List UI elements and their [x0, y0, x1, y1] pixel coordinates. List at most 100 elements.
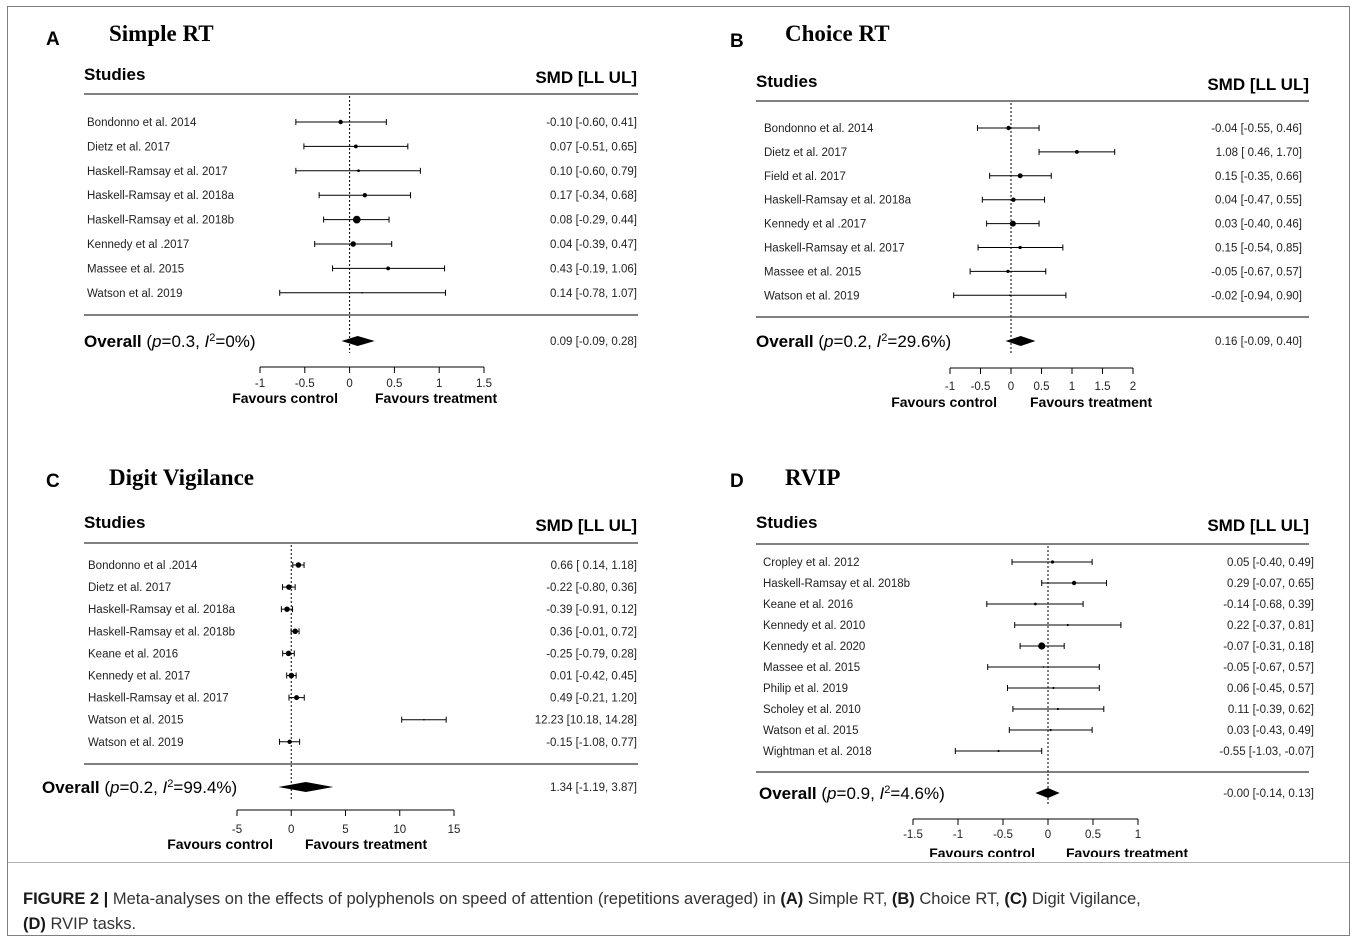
point-estimate: [362, 193, 368, 198]
point-estimate: [1011, 197, 1016, 202]
study-ci-text: 0.03 [-0.43, 0.49]: [1227, 725, 1314, 737]
study-label: Wightman et al. 2018: [763, 746, 872, 758]
x-tick-label: 10: [393, 824, 406, 836]
point-estimate: [352, 215, 361, 224]
x-tick-label: 15: [448, 824, 461, 836]
overall-ci-text: -0.00 [-0.14, 0.13]: [1223, 788, 1314, 800]
study-ci-text: 0.49 [-0.21, 1.20]: [550, 693, 637, 705]
overall-label: Overall (p=0.2, I2=99.4%): [42, 778, 237, 797]
forest-panel-d: D RVIP Studies SMD [LL UL] Cropley et al. 20…: [730, 465, 1314, 857]
caption-text-a: Simple RT,: [803, 890, 892, 908]
x-tick-label: 0: [288, 824, 294, 836]
panel-letter: B: [730, 31, 744, 52]
study-ci-text: -0.22 [-0.80, 0.36]: [546, 582, 637, 594]
overall-ci-text: 0.16 [-0.09, 0.40]: [1215, 336, 1302, 348]
point-estimate: [997, 749, 1000, 753]
caption-text: Meta-analyses on the effects of polyphen…: [108, 890, 781, 908]
study-label: Cropley et al. 2012: [763, 557, 860, 569]
study-ci-text: 0.05 [-0.40, 0.49]: [1227, 557, 1314, 569]
overall-diamond: [278, 782, 334, 792]
point-estimate: [287, 739, 292, 744]
effect-header: SMD [LL UL]: [535, 68, 637, 87]
figure-caption: FIGURE 2 | Meta-analyses on the effects …: [23, 887, 1333, 937]
study-label: Dietz et al. 2017: [764, 147, 847, 159]
study-ci-text: 1.08 [ 0.46, 1.70]: [1216, 147, 1302, 159]
study-label: Haskell-Ramsay et al. 2018a: [764, 195, 912, 207]
point-estimate: [357, 169, 360, 173]
point-estimate: [295, 562, 302, 568]
caption-ref-c: (C): [1004, 890, 1028, 908]
studies-header: Studies: [84, 65, 145, 84]
point-estimate: [1008, 294, 1011, 297]
study-ci-text: 0.36 [-0.01, 0.72]: [550, 626, 637, 638]
study-label: Watson et al. 2019: [87, 288, 182, 300]
x-tick-label: 1.5: [476, 378, 492, 390]
caption-text-b: Choice RT,: [914, 890, 1005, 908]
study-label: Haskell-Ramsay et al. 2018b: [88, 626, 235, 638]
study-ci-text: -0.05 [-0.67, 0.57]: [1223, 662, 1314, 674]
overall-ci-text: 1.34 [-1.19, 3.87]: [550, 782, 637, 794]
study-label: Bondonno et al .2014: [88, 560, 198, 572]
caption-label: FIGURE 2 |: [23, 890, 109, 908]
study-ci-text: -0.10 [-0.60, 0.41]: [546, 117, 637, 129]
study-ci-text: 0.14 [-0.78, 1.07]: [550, 288, 637, 300]
studies-header: Studies: [756, 513, 817, 532]
point-estimate: [286, 584, 292, 590]
caption-divider: [8, 862, 1349, 863]
point-estimate: [1006, 269, 1010, 274]
point-estimate: [1050, 560, 1055, 564]
study-ci-text: 0.15 [-0.35, 0.66]: [1215, 171, 1302, 183]
x-tick-label: 0: [1045, 829, 1051, 841]
study-label: Bondonno et al. 2014: [87, 117, 197, 129]
x-tick-label: 0.5: [386, 378, 402, 390]
point-estimate: [284, 606, 290, 612]
study-label: Philip et al. 2019: [763, 683, 848, 695]
study-label: Haskell-Ramsay et al. 2018b: [763, 578, 910, 590]
study-label: Kennedy et al. 2017: [88, 671, 190, 683]
favours-control-label: Favours control: [929, 845, 1035, 857]
panel-letter: A: [46, 29, 60, 50]
point-estimate: [1066, 623, 1069, 627]
panel-title: Simple RT: [109, 21, 214, 46]
x-tick-label: -1: [255, 378, 265, 390]
overall-label: Overall (p=0.9, I2=4.6%): [759, 784, 945, 803]
study-ci-text: 0.03 [-0.40, 0.46]: [1215, 219, 1302, 231]
favours-treatment-label: Favours treatment: [1066, 845, 1188, 857]
caption-text-d: RVIP tasks.: [45, 915, 137, 933]
effect-header: SMD [LL UL]: [1207, 75, 1309, 94]
study-ci-text: -0.07 [-0.31, 0.18]: [1223, 641, 1314, 653]
study-label: Scholey et al. 2010: [763, 704, 861, 716]
studies-header: Studies: [84, 513, 145, 532]
panel-letter: C: [46, 471, 60, 492]
point-estimate: [1009, 220, 1016, 227]
study-label: Dietz et al. 2017: [87, 141, 170, 153]
study-ci-text: -0.39 [-0.91, 0.12]: [546, 604, 637, 616]
x-tick-label: 0.5: [1034, 381, 1050, 393]
study-label: Dietz et al. 2017: [88, 582, 171, 594]
study-label: Kennedy et al. 2010: [763, 620, 865, 632]
study-ci-text: -0.25 [-0.79, 0.28]: [546, 648, 637, 660]
studies-header: Studies: [756, 72, 817, 91]
study-ci-text: 0.10 [-0.60, 0.79]: [550, 166, 637, 178]
study-label: Haskell-Ramsay et al. 2017: [87, 166, 228, 178]
study-label: Haskell-Ramsay et al. 2017: [88, 693, 229, 705]
study-ci-text: 0.29 [-0.07, 0.65]: [1227, 578, 1314, 590]
study-ci-text: 0.66 [ 0.14, 1.18]: [551, 560, 637, 572]
point-estimate: [285, 650, 292, 657]
study-ci-text: -0.05 [-0.67, 0.57]: [1211, 266, 1302, 278]
caption-text-c: Digit Vigilance,: [1027, 890, 1141, 908]
panel-title: RVIP: [785, 465, 840, 490]
point-estimate: [288, 672, 295, 679]
study-ci-text: 0.08 [-0.29, 0.44]: [550, 215, 637, 227]
x-tick-label: -1: [953, 829, 963, 841]
study-ci-text: 0.17 [-0.34, 0.68]: [550, 190, 637, 202]
study-ci-text: 0.04 [-0.39, 0.47]: [550, 239, 637, 251]
effect-header: SMD [LL UL]: [535, 516, 637, 535]
point-estimate: [361, 291, 363, 294]
forest-panel-c: C Digit Vigilance Studies SMD [LL UL] Bondon…: [42, 465, 638, 852]
study-ci-text: -0.02 [-0.94, 0.90]: [1211, 290, 1302, 302]
x-tick-label: -0.5: [993, 829, 1013, 841]
point-estimate: [294, 695, 300, 701]
x-tick-label: 5: [342, 824, 348, 836]
caption-ref-a: (A): [780, 890, 804, 908]
